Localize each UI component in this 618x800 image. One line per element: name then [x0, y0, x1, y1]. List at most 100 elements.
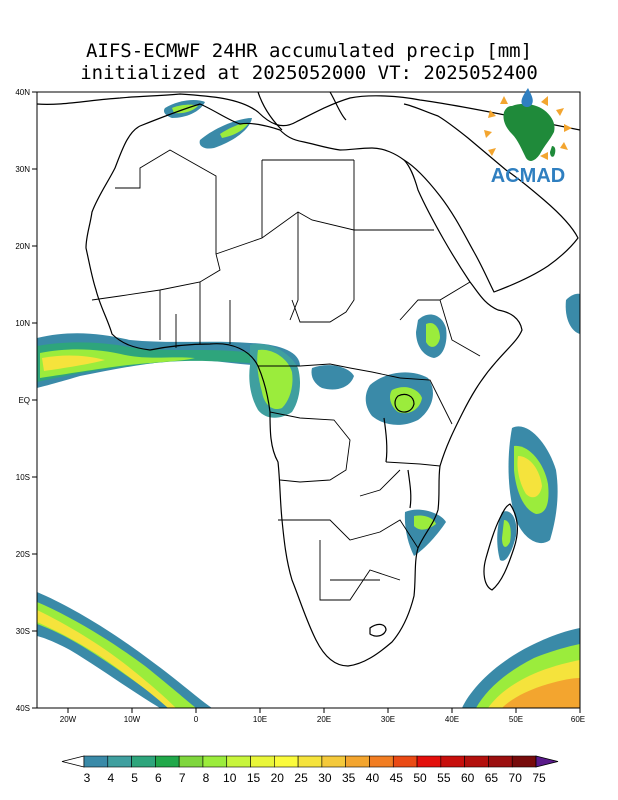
logo-drop-icon — [521, 88, 533, 107]
colorbar-label: 6 — [155, 771, 162, 785]
border-tanzania — [359, 461, 441, 497]
lake-tanganyika — [383, 417, 388, 463]
lat-label-40s: 40S — [16, 704, 30, 713]
lat-label-30s: 30S — [16, 627, 30, 636]
border-egypt-sudan — [353, 160, 434, 231]
lon-label-20w: 20W — [60, 715, 77, 724]
colorbar-label: 30 — [318, 771, 332, 785]
precip-shading — [37, 100, 580, 708]
border-east-africa — [399, 281, 481, 425]
colorbar-label: 7 — [179, 771, 186, 785]
lat-label-10n: 10N — [15, 319, 30, 328]
colorbar-label: 15 — [247, 771, 261, 785]
colorbar-label: 10 — [223, 771, 237, 785]
logo-africa-icon — [503, 103, 555, 161]
colorbar-label: 40 — [366, 771, 380, 785]
lat-label-20s: 20S — [16, 550, 30, 559]
colorbar-label: 45 — [390, 771, 404, 785]
lat-label-30n: 30N — [15, 165, 30, 174]
colorbar-box — [250, 755, 275, 768]
coastlines — [37, 92, 580, 667]
africa-coastline — [85, 103, 523, 667]
colorbar-box — [392, 755, 418, 768]
latitude-labels: 40N 30N 20N 10N EQ 10S 20S 30S 40S — [15, 88, 30, 713]
colorbar-label: 8 — [203, 771, 210, 785]
colorbar-box — [488, 755, 513, 768]
lon-label-30e: 30E — [381, 715, 395, 724]
colorbar-label: 4 — [107, 771, 114, 785]
colorbar-label: 65 — [485, 771, 499, 785]
longitude-labels: 20W 10W 0 10E 20E 30E 40E 50E 60E — [60, 715, 585, 724]
colorbar-label: 55 — [437, 771, 451, 785]
lat-label-40n: 40N — [15, 88, 30, 97]
colorbar: 3 4 5 6 7 8 10 15 20 25 30 35 40 45 50 55 60 65 70 75 — [61, 755, 559, 785]
precip-madagascar-core — [502, 520, 511, 547]
colorbar-label: 50 — [413, 771, 427, 785]
italy-coastline — [257, 92, 283, 131]
border-sahara-central — [215, 211, 355, 323]
precip-congo-east — [311, 365, 354, 390]
lat-label-20n: 20N — [15, 242, 30, 251]
border-libya — [261, 159, 354, 238]
lon-label-50e: 50E — [509, 715, 523, 724]
colorbar-box — [321, 755, 346, 768]
border-congo — [269, 411, 351, 483]
border-sahara-west — [91, 149, 221, 301]
europe-coastline — [37, 93, 580, 131]
border-chad — [289, 212, 299, 321]
lon-label-40e: 40E — [445, 715, 459, 724]
colorbar-box — [440, 755, 465, 768]
colorbar-box — [345, 755, 370, 768]
precip-band-gulf-peak — [42, 355, 105, 371]
acmad-logo-icon — [484, 88, 572, 161]
lon-label-60e: 60E — [571, 715, 585, 724]
colorbar-under-triangle — [61, 755, 85, 768]
map-area — [37, 92, 580, 708]
precip-south-atlantic-core — [37, 610, 176, 708]
map-title-line-1: AIFS-ECMWF 24HR accumulated precip [mm] — [85, 40, 533, 62]
precip-ethiopia-core — [426, 322, 440, 347]
border-west-africa — [159, 282, 231, 348]
lake-victoria — [394, 393, 415, 413]
lon-label-0: 0 — [194, 715, 199, 724]
colorbar-box — [107, 755, 132, 768]
precip-indian-ocean-core — [517, 456, 542, 498]
colorbar-label: 60 — [461, 771, 475, 785]
colorbar-box — [511, 755, 537, 768]
lat-label-10s: 10S — [16, 473, 30, 482]
precip-great-lakes-core — [390, 387, 422, 414]
precip-mediterranean-central-core — [220, 123, 248, 138]
colorbar-over-triangle — [535, 755, 559, 768]
precip-south-atlantic-mid — [37, 602, 196, 708]
precip-south-indian-peak — [502, 678, 580, 708]
country-borders — [91, 149, 481, 601]
precip-congo-core — [257, 349, 293, 410]
colorbar-label: 25 — [294, 771, 308, 785]
lat-label-eq: EQ — [18, 396, 30, 405]
colorbar-box — [178, 755, 204, 768]
colorbar-box — [297, 755, 323, 768]
colorbar-label: 20 — [271, 771, 285, 785]
greece-coastline — [329, 92, 347, 121]
colorbar-label: 3 — [84, 771, 91, 785]
lon-label-10w: 10W — [124, 715, 141, 724]
logo-madagascar-icon — [550, 146, 556, 157]
colorbar-box — [274, 755, 299, 768]
latitude-ticks — [32, 91, 37, 709]
colorbar-box — [226, 755, 251, 768]
colorbar-box — [202, 755, 228, 768]
colorbar-box — [83, 755, 109, 768]
colorbar-box — [464, 755, 489, 768]
arabia-coastline — [403, 103, 579, 293]
precip-east-edge — [565, 293, 580, 334]
longitude-ticks — [67, 708, 581, 713]
border-southern-africa — [278, 519, 419, 601]
colorbar-label: 35 — [342, 771, 356, 785]
logo-text: ACMAD — [491, 165, 565, 187]
border-central-africa — [258, 363, 401, 379]
lake-malawi — [407, 469, 412, 509]
madagascar-coastline — [483, 503, 519, 591]
map-title-line-2: initialized at 2025052000 VT: 2025052400 — [80, 62, 538, 84]
colorbar-box — [131, 755, 156, 768]
